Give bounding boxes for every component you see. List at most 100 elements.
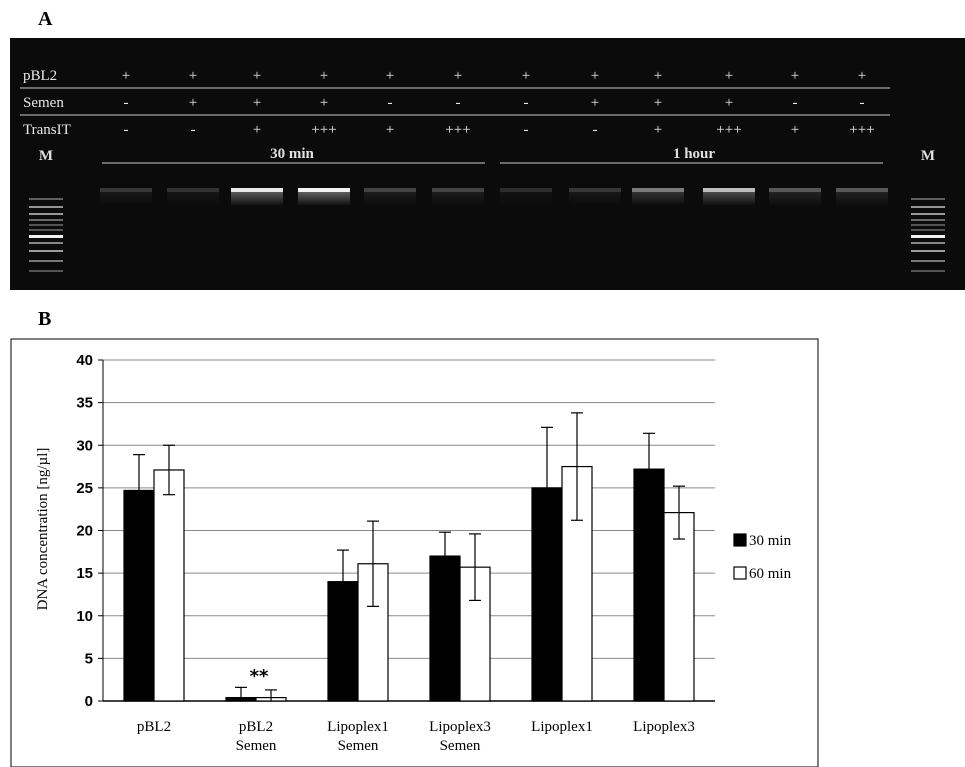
bar: [327, 581, 359, 702]
gel-lane-symbol: -: [124, 95, 129, 111]
gel-lane-symbol: -: [456, 95, 461, 111]
marker-ladder-band: [911, 213, 945, 215]
gel-lane-symbol: +: [725, 68, 733, 84]
gel-lane-symbol: +: [122, 68, 130, 84]
significance-mark: **: [250, 666, 269, 687]
gel-lane-symbol: +: [386, 122, 394, 138]
gel-lane-symbol: +: [522, 68, 530, 84]
marker-ladder-band: [911, 224, 945, 226]
marker-ladder-band: [911, 270, 945, 272]
gel-electrophoresis-image: pBL2 + + + + + + + + + + + +Semen - + + + - - - + + + - -TransIT…: [10, 38, 965, 290]
marker-ladder-band: [29, 260, 63, 262]
gel-lane-symbol: +++: [849, 122, 874, 138]
sample-smear: [298, 192, 350, 206]
legend-label: 30 min: [749, 533, 792, 549]
y-tick-label: 5: [85, 650, 93, 667]
marker-ladder-band: [911, 250, 945, 252]
gel-lane-symbol: +: [253, 68, 261, 84]
x-category-label: Semen: [338, 738, 379, 754]
marker-ladder-band: [911, 235, 945, 238]
y-tick-label: 30: [76, 437, 93, 454]
marker-ladder-band: [911, 242, 945, 244]
x-category-label: pBL2: [239, 719, 273, 735]
x-category-label: Lipoplex3: [633, 719, 695, 735]
sample-smear: [100, 192, 152, 206]
gel-lane-symbol: +: [320, 95, 328, 111]
sample-band: [231, 188, 283, 192]
marker-ladder-band: [29, 224, 63, 226]
sample-band: [432, 188, 484, 192]
marker-lane-label: M: [921, 148, 935, 164]
gel-lane-symbol: +: [591, 68, 599, 84]
gel-lane-symbol: +: [791, 122, 799, 138]
marker-ladder-band: [911, 198, 945, 200]
marker-ladder-band: [29, 235, 63, 238]
gel-lane-symbol: +: [253, 95, 261, 111]
gel-lane-symbol: +++: [445, 122, 470, 138]
sample-band: [167, 188, 219, 192]
y-tick-label: 40: [76, 352, 93, 369]
x-category-label: pBL2: [137, 719, 171, 735]
gel-lane-symbol: -: [191, 122, 196, 138]
gel-row-label: Semen: [23, 95, 64, 111]
marker-ladder-band: [29, 206, 63, 208]
legend-swatch: [733, 533, 747, 547]
sample-smear: [769, 192, 821, 206]
sample-smear: [167, 192, 219, 206]
gel-lane-symbol: -: [524, 122, 529, 138]
y-tick-label: 35: [76, 395, 93, 412]
marker-ladder-band: [29, 213, 63, 215]
gel-group-label: 30 min: [270, 146, 314, 162]
marker-ladder-band: [911, 206, 945, 208]
legend-label: 60 min: [749, 566, 792, 582]
sample-smear: [632, 192, 684, 206]
gel-group-label: 1 hour: [673, 146, 715, 162]
gel-lane-symbol: +: [189, 95, 197, 111]
gel-lane-symbol: -: [860, 95, 865, 111]
marker-ladder-band: [29, 250, 63, 252]
gel-lane-symbol: +: [791, 68, 799, 84]
panel-a-letter: A: [38, 8, 53, 30]
marker-ladder-band: [911, 229, 945, 231]
sample-band: [836, 188, 888, 192]
gel-lane-symbol: +: [386, 68, 394, 84]
y-tick-label: 10: [76, 608, 93, 625]
sample-smear: [500, 192, 552, 206]
sample-smear: [569, 192, 621, 206]
gel-lane-symbol: +: [654, 68, 662, 84]
sample-smear: [231, 192, 283, 206]
sample-band: [769, 188, 821, 192]
y-tick-label: 15: [76, 565, 93, 582]
x-category-label: Lipoplex3: [429, 719, 491, 735]
gel-lane-symbol: +++: [716, 122, 741, 138]
gel-lane-symbol: +: [189, 68, 197, 84]
x-category-label: Semen: [236, 738, 277, 754]
sample-smear: [364, 192, 416, 206]
marker-ladder-band: [29, 198, 63, 200]
sample-band: [298, 188, 350, 192]
gel-lane-symbol: +: [725, 95, 733, 111]
gel-lane-symbol: -: [524, 95, 529, 111]
sample-smear: [432, 192, 484, 206]
sample-band: [364, 188, 416, 192]
gel-row-label: TransIT: [23, 122, 71, 138]
gel-lane-symbol: -: [793, 95, 798, 111]
marker-ladder-band: [29, 219, 63, 221]
sample-band: [500, 188, 552, 192]
gel-lane-symbol: +: [654, 95, 662, 111]
marker-ladder-band: [29, 229, 63, 231]
sample-band: [100, 188, 152, 192]
y-tick-label: 0: [85, 693, 93, 710]
y-tick-label: 20: [76, 523, 93, 540]
gel-lane-symbol: +: [454, 68, 462, 84]
y-tick-label: 25: [76, 480, 93, 497]
y-axis-label: DNA concentration [ng/µl]: [35, 448, 51, 611]
legend-swatch: [733, 566, 747, 580]
gel-row-label: pBL2: [23, 68, 57, 84]
x-category-label: Semen: [440, 738, 481, 754]
sample-smear: [703, 192, 755, 206]
sample-band: [569, 188, 621, 192]
sample-smear: [836, 192, 888, 206]
gel-lane-symbol: +: [858, 68, 866, 84]
gel-lane-symbol: +: [320, 68, 328, 84]
